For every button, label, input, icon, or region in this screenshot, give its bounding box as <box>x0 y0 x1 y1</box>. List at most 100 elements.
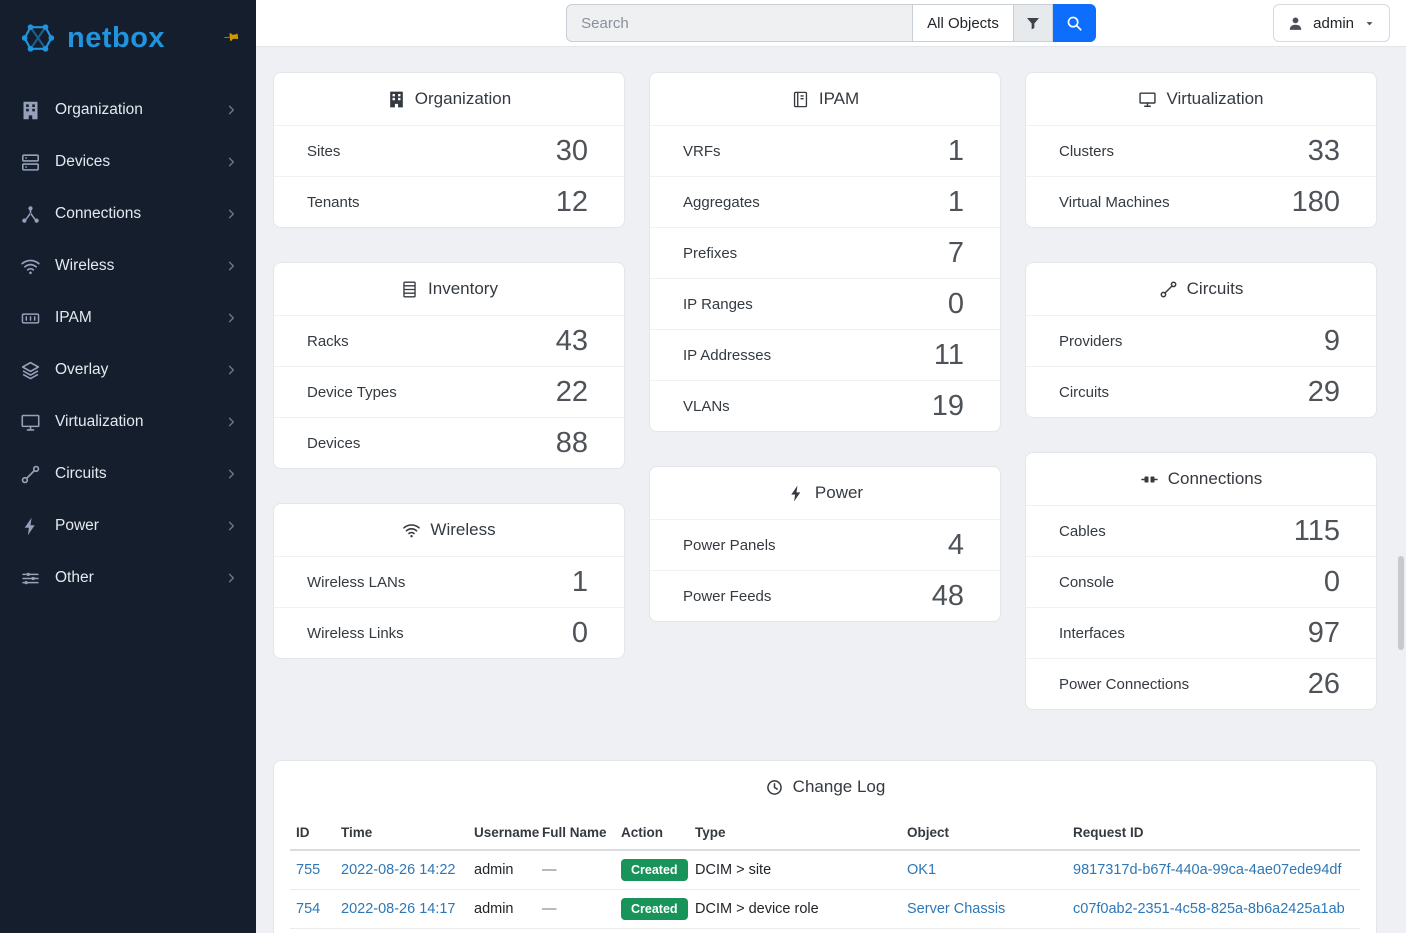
cell-full-name: — <box>536 928 615 933</box>
sidebar-item-label: IPAM <box>55 309 92 326</box>
stat-value[interactable]: 88 <box>555 427 588 459</box>
chevron-right-icon <box>224 103 238 117</box>
pin-sidebar-icon[interactable] <box>218 24 243 49</box>
stat-value[interactable]: 97 <box>1307 617 1340 649</box>
cell-object: OnboardAdministrator-2 <box>901 928 1067 933</box>
stat-row-ip-ranges: IP Ranges 0 <box>650 278 1000 329</box>
chevron-right-icon <box>224 311 238 325</box>
cell-type: DCIM > module bay template <box>689 928 901 933</box>
cell-username: admin <box>468 928 536 933</box>
sidebar-item-devices[interactable]: Devices <box>0 136 256 188</box>
sidebar-header: netbox <box>0 0 256 66</box>
cell-username: admin <box>468 850 536 890</box>
stat-value[interactable]: 26 <box>1307 668 1340 700</box>
dashboard: Organization Sites 30 Tenants 12 Inventory Rac… <box>256 47 1406 933</box>
sidebar-item-wireless[interactable]: Wireless <box>0 240 256 292</box>
stat-value[interactable]: 43 <box>555 325 588 357</box>
stat-row-wireless-lans: Wireless LANs 1 <box>274 556 624 607</box>
stat-row-aggregates: Aggregates 1 <box>650 176 1000 227</box>
stat-value[interactable]: 29 <box>1307 376 1340 408</box>
sidebar-item-label: Wireless <box>55 257 115 274</box>
status-badge: Created <box>621 898 688 920</box>
cell-type: DCIM > device role <box>689 889 901 929</box>
sidebar-item-label: Connections <box>55 205 142 222</box>
stat-card-power: Power Power Panels 4 Power Feeds 48 <box>649 466 1001 622</box>
object-link[interactable]: Server Chassis <box>907 901 1006 917</box>
changelog-time-link[interactable]: 2022-08-26 14:17 <box>341 901 456 917</box>
cell-request-id: 9817317d-b67f-440a-99ca-4ae07ede94df <box>1067 850 1360 890</box>
sidebar-item-organization[interactable]: Organization <box>0 84 256 136</box>
chevron-right-icon <box>224 363 238 377</box>
dashboard-column: IPAM VRFs 1 Aggregates 1 Prefixes 7 IP Ranges 0 I… <box>649 72 1001 622</box>
stat-value[interactable]: 1 <box>947 186 964 218</box>
sidebar-item-label: Devices <box>55 153 111 170</box>
sidebar-item-connections[interactable]: Connections <box>0 188 256 240</box>
stat-value[interactable]: 115 <box>1293 515 1340 547</box>
changelog-table-wrap: ID Time Username Full Name Action Type Object R… <box>274 813 1376 933</box>
stat-value[interactable]: 48 <box>931 580 964 612</box>
stat-row-wireless-links: Wireless Links 0 <box>274 607 624 658</box>
stat-value[interactable]: 12 <box>555 186 588 218</box>
scrollbar[interactable] <box>1398 556 1404 650</box>
stat-value[interactable]: 180 <box>1291 186 1340 218</box>
stat-card-connections: Connections Cables 115 Console 0 Interfaces 97… <box>1025 452 1377 710</box>
building-icon <box>20 100 41 121</box>
search-input[interactable] <box>566 4 913 42</box>
cell-object: OK1 <box>901 850 1067 890</box>
global-search-group: All Objects <box>566 4 1096 42</box>
history-icon <box>765 778 784 797</box>
stat-value[interactable]: 11 <box>933 339 964 371</box>
stat-value[interactable]: 9 <box>1323 325 1340 357</box>
bolt-icon <box>787 484 806 503</box>
stat-value[interactable]: 1 <box>571 566 588 598</box>
netbox-logo[interactable]: netbox <box>18 18 165 58</box>
user-menu[interactable]: admin <box>1273 4 1390 42</box>
cell-time: 2022-08-26 14:15 <box>335 928 468 933</box>
changelog-id-link[interactable]: 755 <box>296 862 321 878</box>
filter-button[interactable] <box>1013 4 1053 42</box>
stat-label: Power Panels <box>683 536 776 554</box>
sidebar-item-virtualization[interactable]: Virtualization <box>0 396 256 448</box>
object-type-dropdown[interactable]: All Objects <box>912 4 1014 42</box>
object-link[interactable]: OK1 <box>907 862 937 878</box>
stat-label: Device Types <box>307 383 397 401</box>
notebook-icon <box>791 90 810 109</box>
sidebar-item-other[interactable]: Other <box>0 552 256 604</box>
stat-value[interactable]: 4 <box>947 529 964 561</box>
stat-card-wireless: Wireless Wireless LANs 1 Wireless Links 0 <box>273 503 625 659</box>
sidebar-item-circuits[interactable]: Circuits <box>0 448 256 500</box>
rack-icon <box>400 280 419 299</box>
stat-label: Prefixes <box>683 244 738 262</box>
stat-label: Cables <box>1059 522 1106 540</box>
netbox-logo-text: netbox <box>67 21 166 54</box>
sidebar-item-power[interactable]: Power <box>0 500 256 552</box>
sidebar-item-overlay[interactable]: Overlay <box>0 344 256 396</box>
stat-value[interactable]: 7 <box>947 237 964 269</box>
stat-value[interactable]: 22 <box>555 376 588 408</box>
stat-value[interactable]: 19 <box>931 390 964 422</box>
chevron-right-icon <box>224 259 238 273</box>
cell-request-id: 24807c61-9952-49c6-b8a5-69760bfcc4b3 <box>1067 928 1360 933</box>
stat-value[interactable]: 33 <box>1307 135 1340 167</box>
sidebar-item-ipam[interactable]: IPAM <box>0 292 256 344</box>
request-id-link[interactable]: 9817317d-b67f-440a-99ca-4ae07ede94df <box>1073 862 1342 878</box>
changelog-time-link[interactable]: 2022-08-26 14:22 <box>341 862 456 878</box>
wifi-icon <box>20 256 41 277</box>
column-header-action: Action <box>615 817 689 851</box>
stat-value[interactable]: 30 <box>555 135 588 167</box>
bolt-icon <box>20 516 41 537</box>
request-id-link[interactable]: c07f0ab2-2351-4c58-825a-8b6a2425a1ab <box>1073 901 1345 917</box>
stat-card-ipam: IPAM VRFs 1 Aggregates 1 Prefixes 7 IP Ranges 0 I… <box>649 72 1001 432</box>
stat-value[interactable]: 0 <box>1323 566 1340 598</box>
layers-icon <box>20 360 41 381</box>
card-header: IPAM <box>650 73 1000 125</box>
stat-value[interactable]: 0 <box>947 288 964 320</box>
search-button[interactable] <box>1052 4 1096 42</box>
stat-label: VRFs <box>683 142 721 160</box>
stat-value[interactable]: 0 <box>571 617 588 649</box>
chevron-right-icon <box>224 519 238 533</box>
stat-value[interactable]: 1 <box>947 135 964 167</box>
cell-request-id: c07f0ab2-2351-4c58-825a-8b6a2425a1ab <box>1067 889 1360 929</box>
changelog-id-link[interactable]: 754 <box>296 901 321 917</box>
column-header-full-name: Full Name <box>536 817 615 851</box>
